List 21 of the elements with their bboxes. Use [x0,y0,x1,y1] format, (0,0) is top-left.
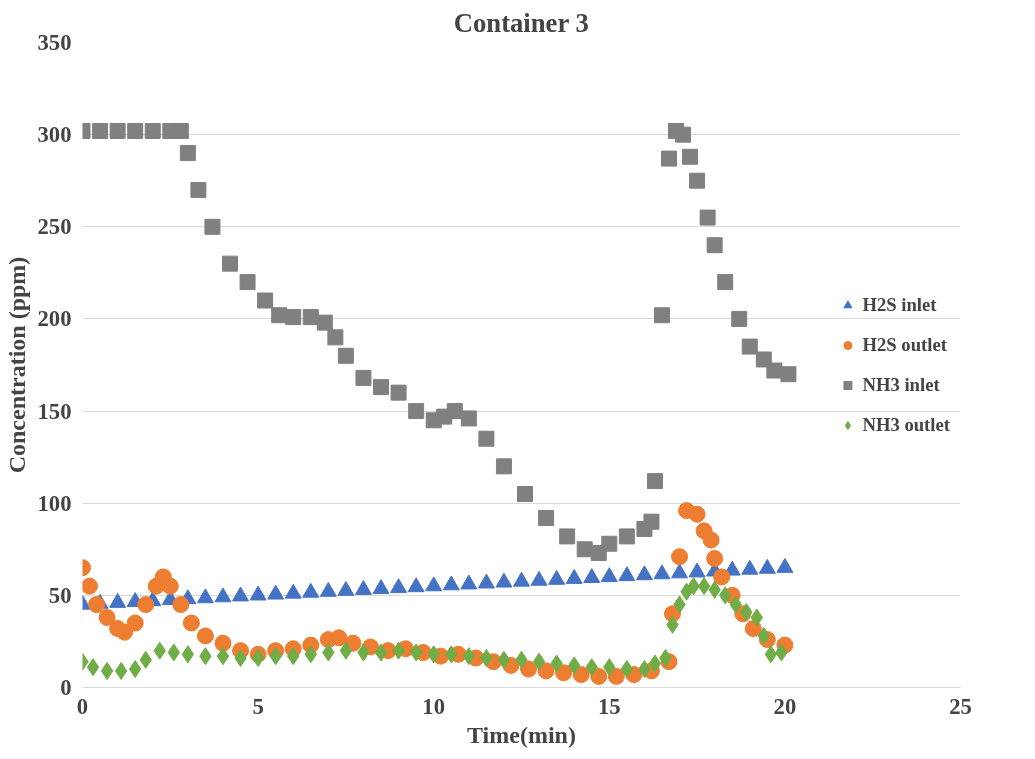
legend-label: H2S inlet [862,293,937,316]
legend-label: NH3 inlet [862,373,940,396]
y-tick-label: 350 [37,30,72,55]
legend-label: NH3 outlet [862,413,950,436]
y-tick-label: 0 [60,675,72,700]
x-tick-label: 5 [252,693,264,719]
x-tick-label: 15 [597,693,621,719]
y-tick-label: 300 [37,122,72,148]
y-tick-label: 50 [48,582,72,608]
x-tick-label: 25 [949,693,972,719]
legend-label: H2S outlet [862,333,947,356]
y-tick-label: 250 [37,214,72,240]
y-axis-title: Concentration (ppm) [3,256,30,474]
x-tick-label: 0 [76,693,89,719]
y-tick-label: 100 [37,490,72,516]
x-axis-title: Time(min) [467,721,576,748]
x-tick-label: 20 [773,693,797,719]
x-tick-label: 10 [422,693,446,719]
y-tick-label: 150 [37,398,72,424]
y-tick-label: 200 [37,306,72,332]
chart-title: Container 3 [453,7,589,38]
